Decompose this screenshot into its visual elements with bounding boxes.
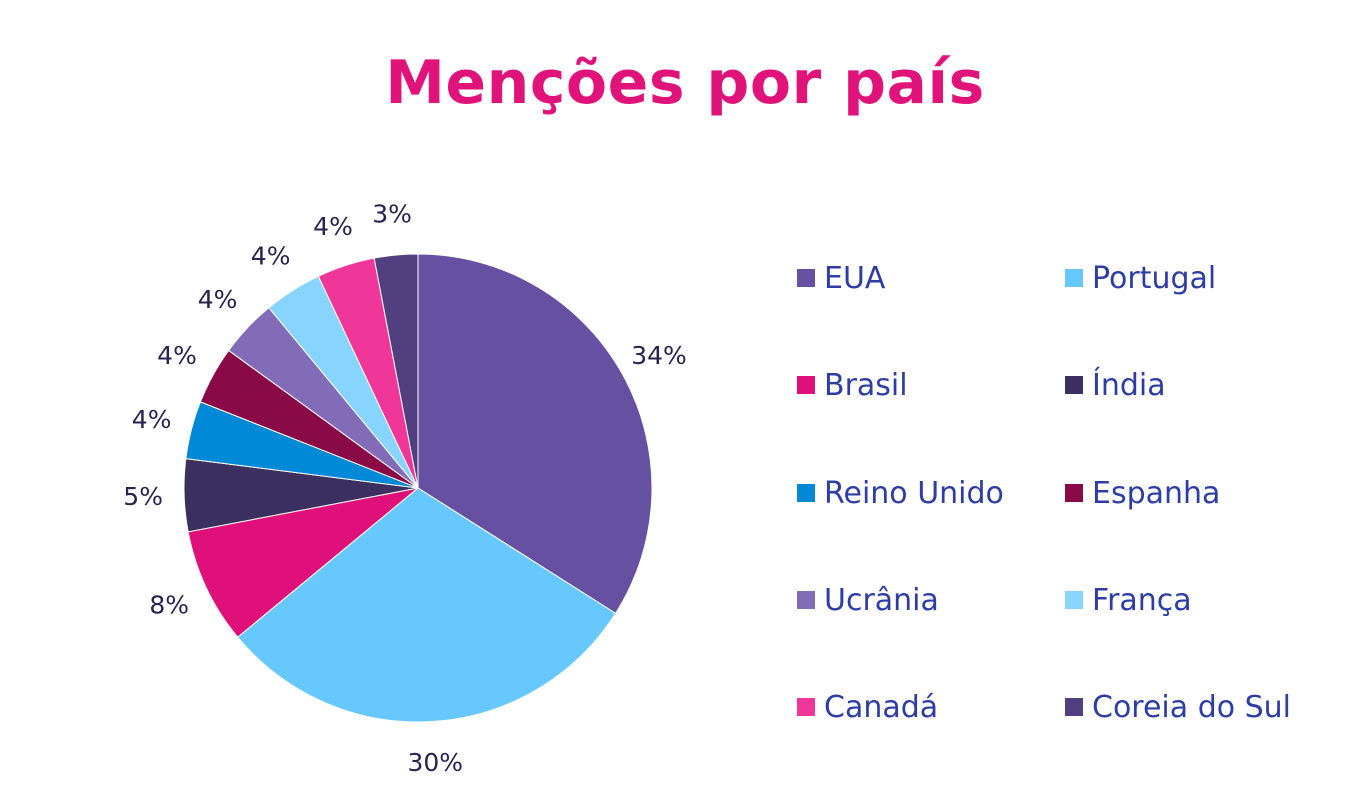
legend-label: Espanha <box>1092 475 1221 511</box>
legend-swatch <box>797 376 815 394</box>
legend-swatch <box>1065 376 1083 394</box>
pie-slice-portugal <box>236 487 617 723</box>
legend-label: Brasil <box>824 367 908 403</box>
data-label-franca: 4% <box>251 241 291 270</box>
data-label-canada: 4% <box>313 212 353 241</box>
legend-item-coreia-do-sul: Coreia do Sul <box>1065 687 1291 727</box>
legend-item-franca: França <box>1065 580 1192 620</box>
legend-item-ucrania: Ucrânia <box>797 580 939 620</box>
legend-swatch <box>1065 484 1083 502</box>
legend-label: Coreia do Sul <box>1092 689 1292 725</box>
legend-item-reino-unido: Reino Unido <box>797 473 1004 513</box>
legend-label: Ucrânia <box>824 582 939 618</box>
data-label-reino-unido: 4% <box>132 405 172 434</box>
pie-slices <box>183 253 653 723</box>
legend-swatch <box>797 591 815 609</box>
legend-swatch <box>1065 698 1083 716</box>
legend-label: EUA <box>824 260 886 296</box>
pie-data-labels: 34%30%8%5%4%4%4%4%4% 3% <box>123 200 686 777</box>
legend-item-portugal: Portugal <box>1065 258 1216 298</box>
legend-label: Portugal <box>1092 260 1217 296</box>
legend-item-eua: EUA <box>797 258 885 298</box>
legend-swatch <box>797 269 815 287</box>
legend-item-espanha: Espanha <box>1065 473 1220 513</box>
legend-item-india: Índia <box>1065 365 1166 405</box>
data-label-india: 5% <box>123 482 163 511</box>
data-label-coreia-do-sul: 3% <box>372 200 412 229</box>
legend-swatch <box>1065 591 1083 609</box>
legend-label: Índia <box>1092 367 1166 403</box>
pie-slice-brasil <box>187 487 419 638</box>
legend-swatch <box>1065 269 1083 287</box>
legend-label: Reino Unido <box>824 475 1004 511</box>
legend-label: Canadá <box>824 689 939 725</box>
chart-title: Menções por país <box>385 48 985 118</box>
data-label-ucrania: 4% <box>198 285 238 314</box>
legend-swatch <box>797 484 815 502</box>
data-label-eua: 34% <box>631 341 687 370</box>
legend-item-canada: Canadá <box>797 687 938 727</box>
legend-item-brasil: Brasil <box>797 365 908 405</box>
data-label-espanha: 4% <box>157 341 197 370</box>
data-label-portugal: 30% <box>407 748 463 777</box>
legend-swatch <box>797 698 815 716</box>
pie-slice-eua <box>417 253 653 615</box>
data-label-brasil: 8% <box>149 591 189 620</box>
pie-slice-coreia-do-sul <box>373 253 419 489</box>
legend-label: França <box>1092 582 1192 618</box>
